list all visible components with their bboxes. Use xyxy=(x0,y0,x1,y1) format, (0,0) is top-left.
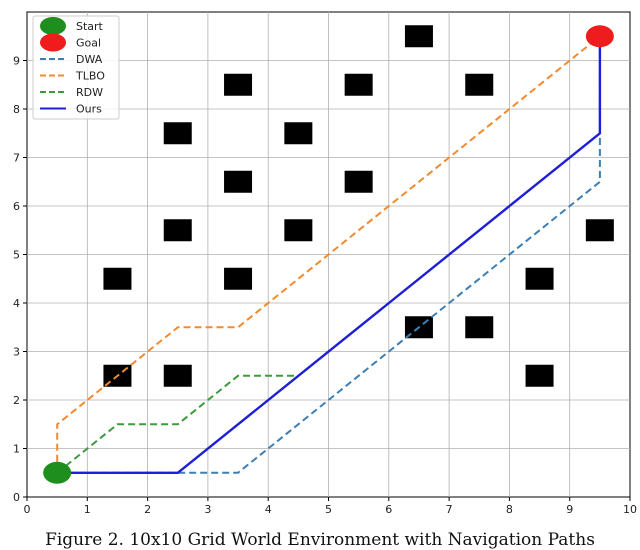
obstacle-block xyxy=(525,267,554,290)
legend-label-rdw: RDW xyxy=(76,86,103,99)
y-tick-label: 0 xyxy=(13,491,20,504)
paths xyxy=(56,35,602,474)
legend: Start Goal DWA TLBO RDW Ours xyxy=(32,15,120,120)
y-tick-label: 8 xyxy=(13,103,20,116)
start-marker xyxy=(43,461,72,484)
x-tick-label: 5 xyxy=(325,503,332,516)
obstacle-block xyxy=(224,170,253,193)
obstacle-block xyxy=(284,122,313,145)
y-tick-label: 4 xyxy=(13,297,20,310)
y-tick-label: 7 xyxy=(13,152,20,165)
x-tick-label: 1 xyxy=(84,503,91,516)
legend-label-goal: Goal xyxy=(76,37,101,50)
obstacle-block xyxy=(465,73,494,96)
y-tick-label: 2 xyxy=(13,394,20,407)
legend-label-tlbo: TLBO xyxy=(75,70,105,83)
obstacle-block xyxy=(224,267,253,290)
obstacle-block xyxy=(284,219,313,242)
obstacle-block xyxy=(163,219,192,242)
x-tick-label: 0 xyxy=(24,503,31,516)
obstacle-block xyxy=(344,170,373,193)
y-tick-label: 6 xyxy=(13,200,20,213)
x-tick-label: 9 xyxy=(566,503,573,516)
obstacles xyxy=(103,25,614,387)
obstacle-block xyxy=(344,73,373,96)
path-tlbo xyxy=(56,35,601,473)
path-ours xyxy=(57,36,602,474)
y-axis-ticks: 0 1 2 3 4 5 6 7 8 9 xyxy=(13,55,27,504)
grid-world-chart: 0 1 2 3 4 5 6 7 8 9 10 0 1 2 3 4 5 6 7 8 9 Start Goal DWA TLBO… xyxy=(13,11,637,516)
x-tick-label: 2 xyxy=(144,503,151,516)
x-tick-label: 7 xyxy=(446,503,453,516)
x-axis-ticks: 0 1 2 3 4 5 6 7 8 9 10 xyxy=(24,497,637,516)
x-tick-label: 6 xyxy=(385,503,392,516)
y-tick-label: 5 xyxy=(13,249,20,262)
y-tick-label: 1 xyxy=(13,443,20,456)
path-rdw xyxy=(56,374,299,474)
x-tick-label: 10 xyxy=(623,503,637,516)
obstacle-block xyxy=(224,73,253,96)
legend-swatch-start xyxy=(40,17,66,35)
obstacle-block xyxy=(465,316,494,339)
legend-label-start: Start xyxy=(76,20,104,33)
legend-label-dwa: DWA xyxy=(76,53,103,66)
figure-caption: Figure 2. 10x10 Grid World Environment w… xyxy=(45,530,595,550)
grid-lines xyxy=(27,12,630,497)
obstacle-block xyxy=(103,267,132,290)
y-tick-label: 9 xyxy=(13,55,20,68)
legend-label-ours: Ours xyxy=(76,103,102,116)
x-tick-label: 3 xyxy=(204,503,211,516)
goal-marker xyxy=(585,25,614,48)
obstacle-block xyxy=(404,25,433,48)
obstacle-block xyxy=(163,122,192,145)
obstacle-block xyxy=(163,364,192,387)
legend-swatch-goal xyxy=(40,33,66,52)
x-tick-label: 8 xyxy=(506,503,513,516)
x-tick-label: 4 xyxy=(265,503,272,516)
obstacle-block xyxy=(585,219,614,242)
obstacle-block xyxy=(525,364,554,387)
y-tick-label: 3 xyxy=(13,346,20,359)
markers xyxy=(43,25,614,484)
